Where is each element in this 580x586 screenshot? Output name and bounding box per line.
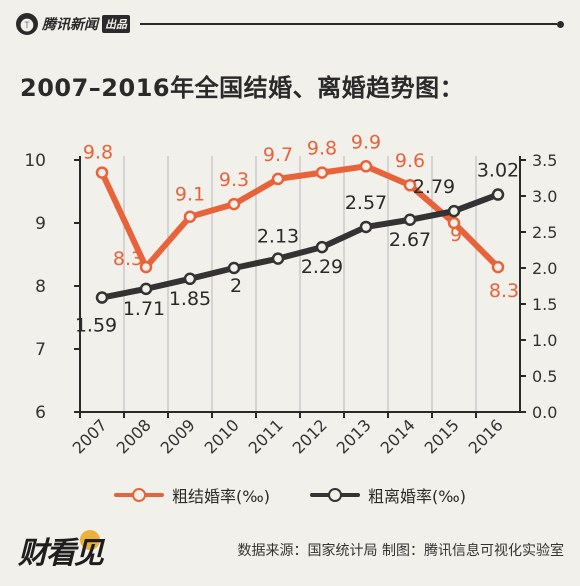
x-tick-label: 2007: [69, 415, 111, 457]
data-label-divorce: 1.85: [169, 288, 211, 310]
data-label-divorce: 3.02: [477, 160, 519, 182]
data-point-marriage: [183, 210, 197, 223]
x-tick-label: 2011: [245, 415, 287, 457]
data-label-marriage: 9.8: [83, 142, 113, 164]
data-label-divorce: 2.79: [413, 176, 455, 198]
y-left-tick-label: 9: [35, 214, 46, 234]
legend-item-divorce: 粗离婚率(‰): [310, 483, 466, 507]
data-label-marriage: 9: [450, 224, 462, 246]
data-label-marriage: 9.3: [219, 169, 249, 191]
data-point-marriage: [359, 160, 373, 173]
legend-label-marriage: 粗结婚率(‰): [172, 487, 270, 506]
data-point-divorce: [403, 213, 417, 227]
y-right-tick-label: 1.5: [532, 295, 557, 314]
data-label-marriage: 8.3: [489, 280, 519, 302]
header-bar: 🅣 腾讯新闻 出品: [16, 8, 564, 40]
y-left-tick-label: 10: [24, 151, 46, 171]
data-label-marriage: 9.9: [351, 131, 381, 153]
series-line-divorce: [99, 191, 501, 301]
y-right-tick-label: 3.0: [532, 187, 557, 206]
y-left-tick-label: 6: [35, 403, 46, 423]
data-label-divorce: 1.71: [123, 298, 165, 320]
x-tick-label: 2012: [289, 415, 331, 457]
x-tick-label: 2009: [157, 415, 199, 457]
x-tick-label: 2016: [465, 415, 507, 457]
y-right-tick-label: 2.0: [532, 259, 557, 278]
data-label-divorce: 2.13: [257, 226, 299, 248]
x-tick-label: 2010: [201, 415, 243, 457]
data-label-divorce: 2: [230, 275, 242, 297]
data-point-marriage: [95, 166, 109, 179]
series-line-marriage: [99, 163, 501, 271]
data-label-marriage: 9.8: [307, 138, 337, 160]
legend-swatch-divorce-icon: [310, 488, 360, 502]
data-label-marriage: 9.7: [263, 144, 293, 166]
y-left-tick-label: 7: [35, 340, 46, 360]
y-right-tick-label: 1.0: [532, 331, 557, 350]
data-point-marriage: [271, 172, 285, 186]
footer-logo-text: 财看见: [18, 536, 104, 571]
data-label-divorce: 1.59: [75, 315, 117, 337]
y-left-tick-label: 8: [35, 277, 46, 297]
x-tick-label: 2013: [333, 415, 375, 457]
data-label-divorce: 2.29: [301, 256, 343, 278]
data-point-marriage: [403, 178, 417, 192]
legend-item-marriage: 粗结婚率(‰): [114, 483, 270, 507]
data-point-marriage: [491, 260, 505, 274]
x-tick-label: 2008: [113, 415, 155, 457]
legend-swatch-marriage-icon: [114, 488, 165, 502]
data-point-divorce: [359, 220, 373, 234]
data-point-divorce: [95, 291, 109, 304]
chart-title: 2007–2016年全国结婚、离婚趋势图：: [20, 74, 465, 102]
legend: 粗结婚率(‰) 粗离婚率(‰): [0, 480, 580, 510]
header-dot-icon: [557, 20, 564, 28]
y-right-tick-label: 0.0: [532, 403, 557, 422]
y-right-tick-label: 3.5: [532, 151, 557, 170]
data-label-marriage: 9.1: [175, 184, 205, 206]
data-point-divorce: [227, 261, 241, 275]
source-note: 数据来源：国家统计局 制图：腾讯信息可视化实验室: [237, 543, 564, 559]
data-label-marriage: 8.3: [113, 248, 143, 270]
data-point-divorce: [183, 272, 197, 286]
data-point-divorce: [447, 204, 461, 218]
y-right-tick-label: 0.5: [532, 367, 557, 386]
x-tick-label: 2015: [421, 415, 463, 457]
x-tick-label: 2014: [377, 415, 419, 457]
data-point-divorce: [315, 240, 329, 254]
data-label-divorce: 2.57: [345, 192, 387, 214]
data-point-marriage: [315, 166, 329, 179]
data-label-marriage: 9.6: [395, 150, 425, 172]
logo-tag: 出品: [102, 15, 130, 33]
logo-text: 腾讯新闻: [42, 17, 98, 33]
header-divider: [140, 23, 557, 25]
data-point-marriage: [447, 216, 461, 230]
data-point-divorce: [491, 188, 505, 201]
data-point-divorce: [139, 282, 153, 296]
data-label-divorce: 2.67: [389, 229, 431, 251]
data-point-marriage: [227, 197, 241, 211]
y-right-tick-label: 2.5: [532, 223, 557, 242]
data-point-divorce: [271, 252, 285, 265]
data-point-marriage: [139, 260, 153, 274]
tencent-news-logo-icon: 🅣: [16, 13, 38, 35]
legend-label-divorce: 粗离婚率(‰): [368, 487, 466, 506]
logo-ball-icon: [80, 530, 100, 550]
caikanjian-logo: 财看见: [18, 528, 128, 572]
